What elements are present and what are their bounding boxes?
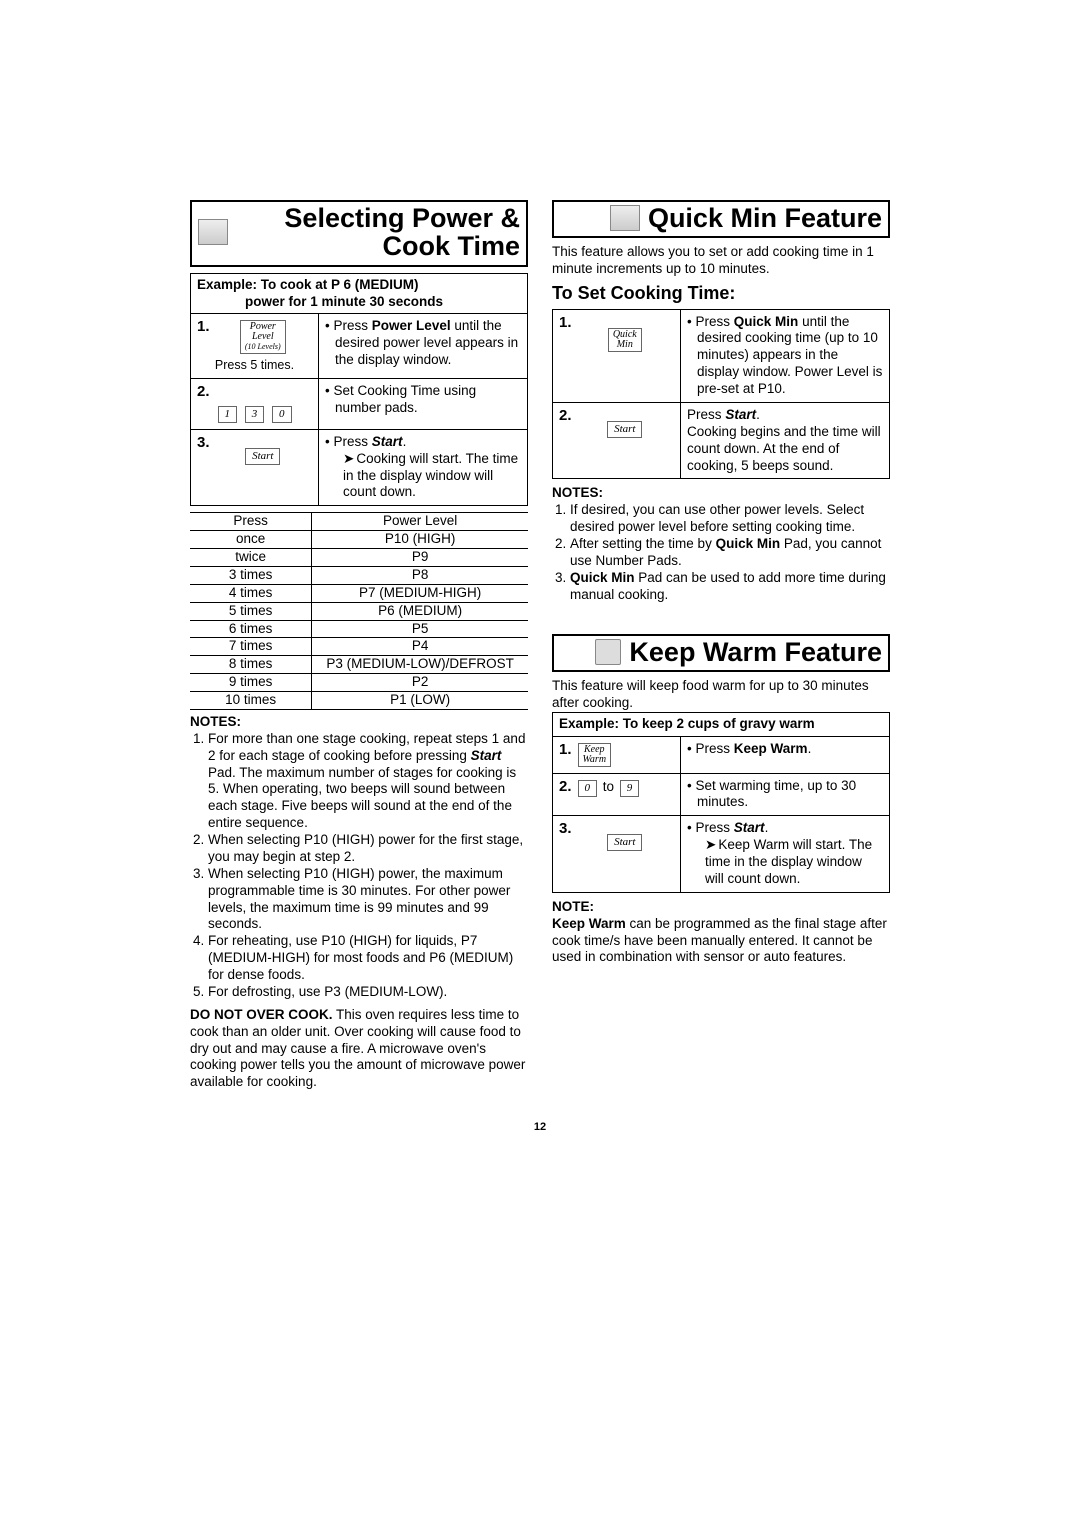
num-pad-9-kw: 9 [620, 780, 640, 797]
power-level-table: PressPower Level onceP10 (HIGH) twiceP9 … [190, 512, 528, 710]
keepwarm-icon [595, 639, 621, 665]
qm-subheading: To Set Cooking Time: [552, 282, 890, 305]
kw-step3-desc: Press Start. [687, 820, 883, 837]
overcook-warning: DO NOT OVER COOK. This oven requires les… [190, 1007, 528, 1091]
qm-step1-desc: Press Quick Min until the desired cookin… [687, 314, 883, 398]
num-pad-1: 1 [218, 406, 238, 423]
qm-steps-table: 1. Quick Min Press Quick Min until the d… [552, 309, 890, 480]
num-pad-0: 0 [272, 406, 292, 423]
title-left: Selecting Power & Cook Time [236, 204, 520, 261]
power-level-pad: Power Level (10 Levels) [240, 320, 286, 354]
notes-heading-left: NOTES: [190, 714, 528, 731]
example-header-left: Example: To cook at P 6 (MEDIUM) power f… [190, 273, 528, 314]
kw-steps-table: 1. Keep Warm Press Keep Warm. 2. 0 to 9 … [552, 736, 890, 893]
qm-step2-desc: Press Start. Cooking begins and the time… [681, 402, 890, 479]
qm-notes-list: If desired, you can use other power leve… [552, 502, 890, 603]
keep-warm-title: Keep Warm Feature [552, 634, 890, 672]
kw-step3-arrow: Keep Warm will start. The time in the di… [687, 837, 883, 888]
kw-step1-desc: Press Keep Warm. [687, 741, 883, 758]
num-pad-3: 3 [245, 406, 265, 423]
start-pad: Start [245, 448, 280, 465]
step2-desc: Set Cooking Time using number pads. [325, 383, 521, 417]
step1-desc: Press Power Level until the desired powe… [325, 318, 521, 369]
quick-min-title: Quick Min Feature [552, 200, 890, 238]
step3-desc: Press Start. [325, 434, 521, 451]
start-pad-kw: Start [607, 834, 642, 851]
kw-note-heading: NOTE: [552, 899, 890, 916]
quick-min-pad: Quick Min [608, 328, 642, 352]
power-icon [198, 219, 228, 245]
kw-example-header: Example: To keep 2 cups of gravy warm [552, 712, 890, 736]
kw-intro: This feature will keep food warm for up … [552, 678, 890, 712]
qm-notes-heading: NOTES: [552, 485, 890, 502]
qm-intro: This feature allows you to set or add co… [552, 244, 890, 278]
title-qm: Quick Min Feature [648, 204, 882, 232]
quickmin-icon [610, 205, 640, 231]
notes-list-left: For more than one stage cooking, repeat … [190, 731, 528, 1001]
keep-warm-pad: Keep Warm [578, 743, 612, 767]
start-pad-qm: Start [607, 421, 642, 438]
steps-table-left: 1. Power Level (10 Levels) Press 5 times… [190, 313, 528, 506]
step3-arrow: Cooking will start. The time in the disp… [325, 451, 521, 502]
title-kw: Keep Warm Feature [629, 638, 882, 666]
selecting-power-title: Selecting Power & Cook Time [190, 200, 528, 267]
page-number: 12 [190, 1121, 890, 1135]
kw-note-body: Keep Warm can be programmed as the final… [552, 916, 890, 967]
num-pad-0-kw: 0 [578, 780, 598, 797]
kw-step2-desc: Set warming time, up to 30 minutes. [687, 778, 883, 812]
